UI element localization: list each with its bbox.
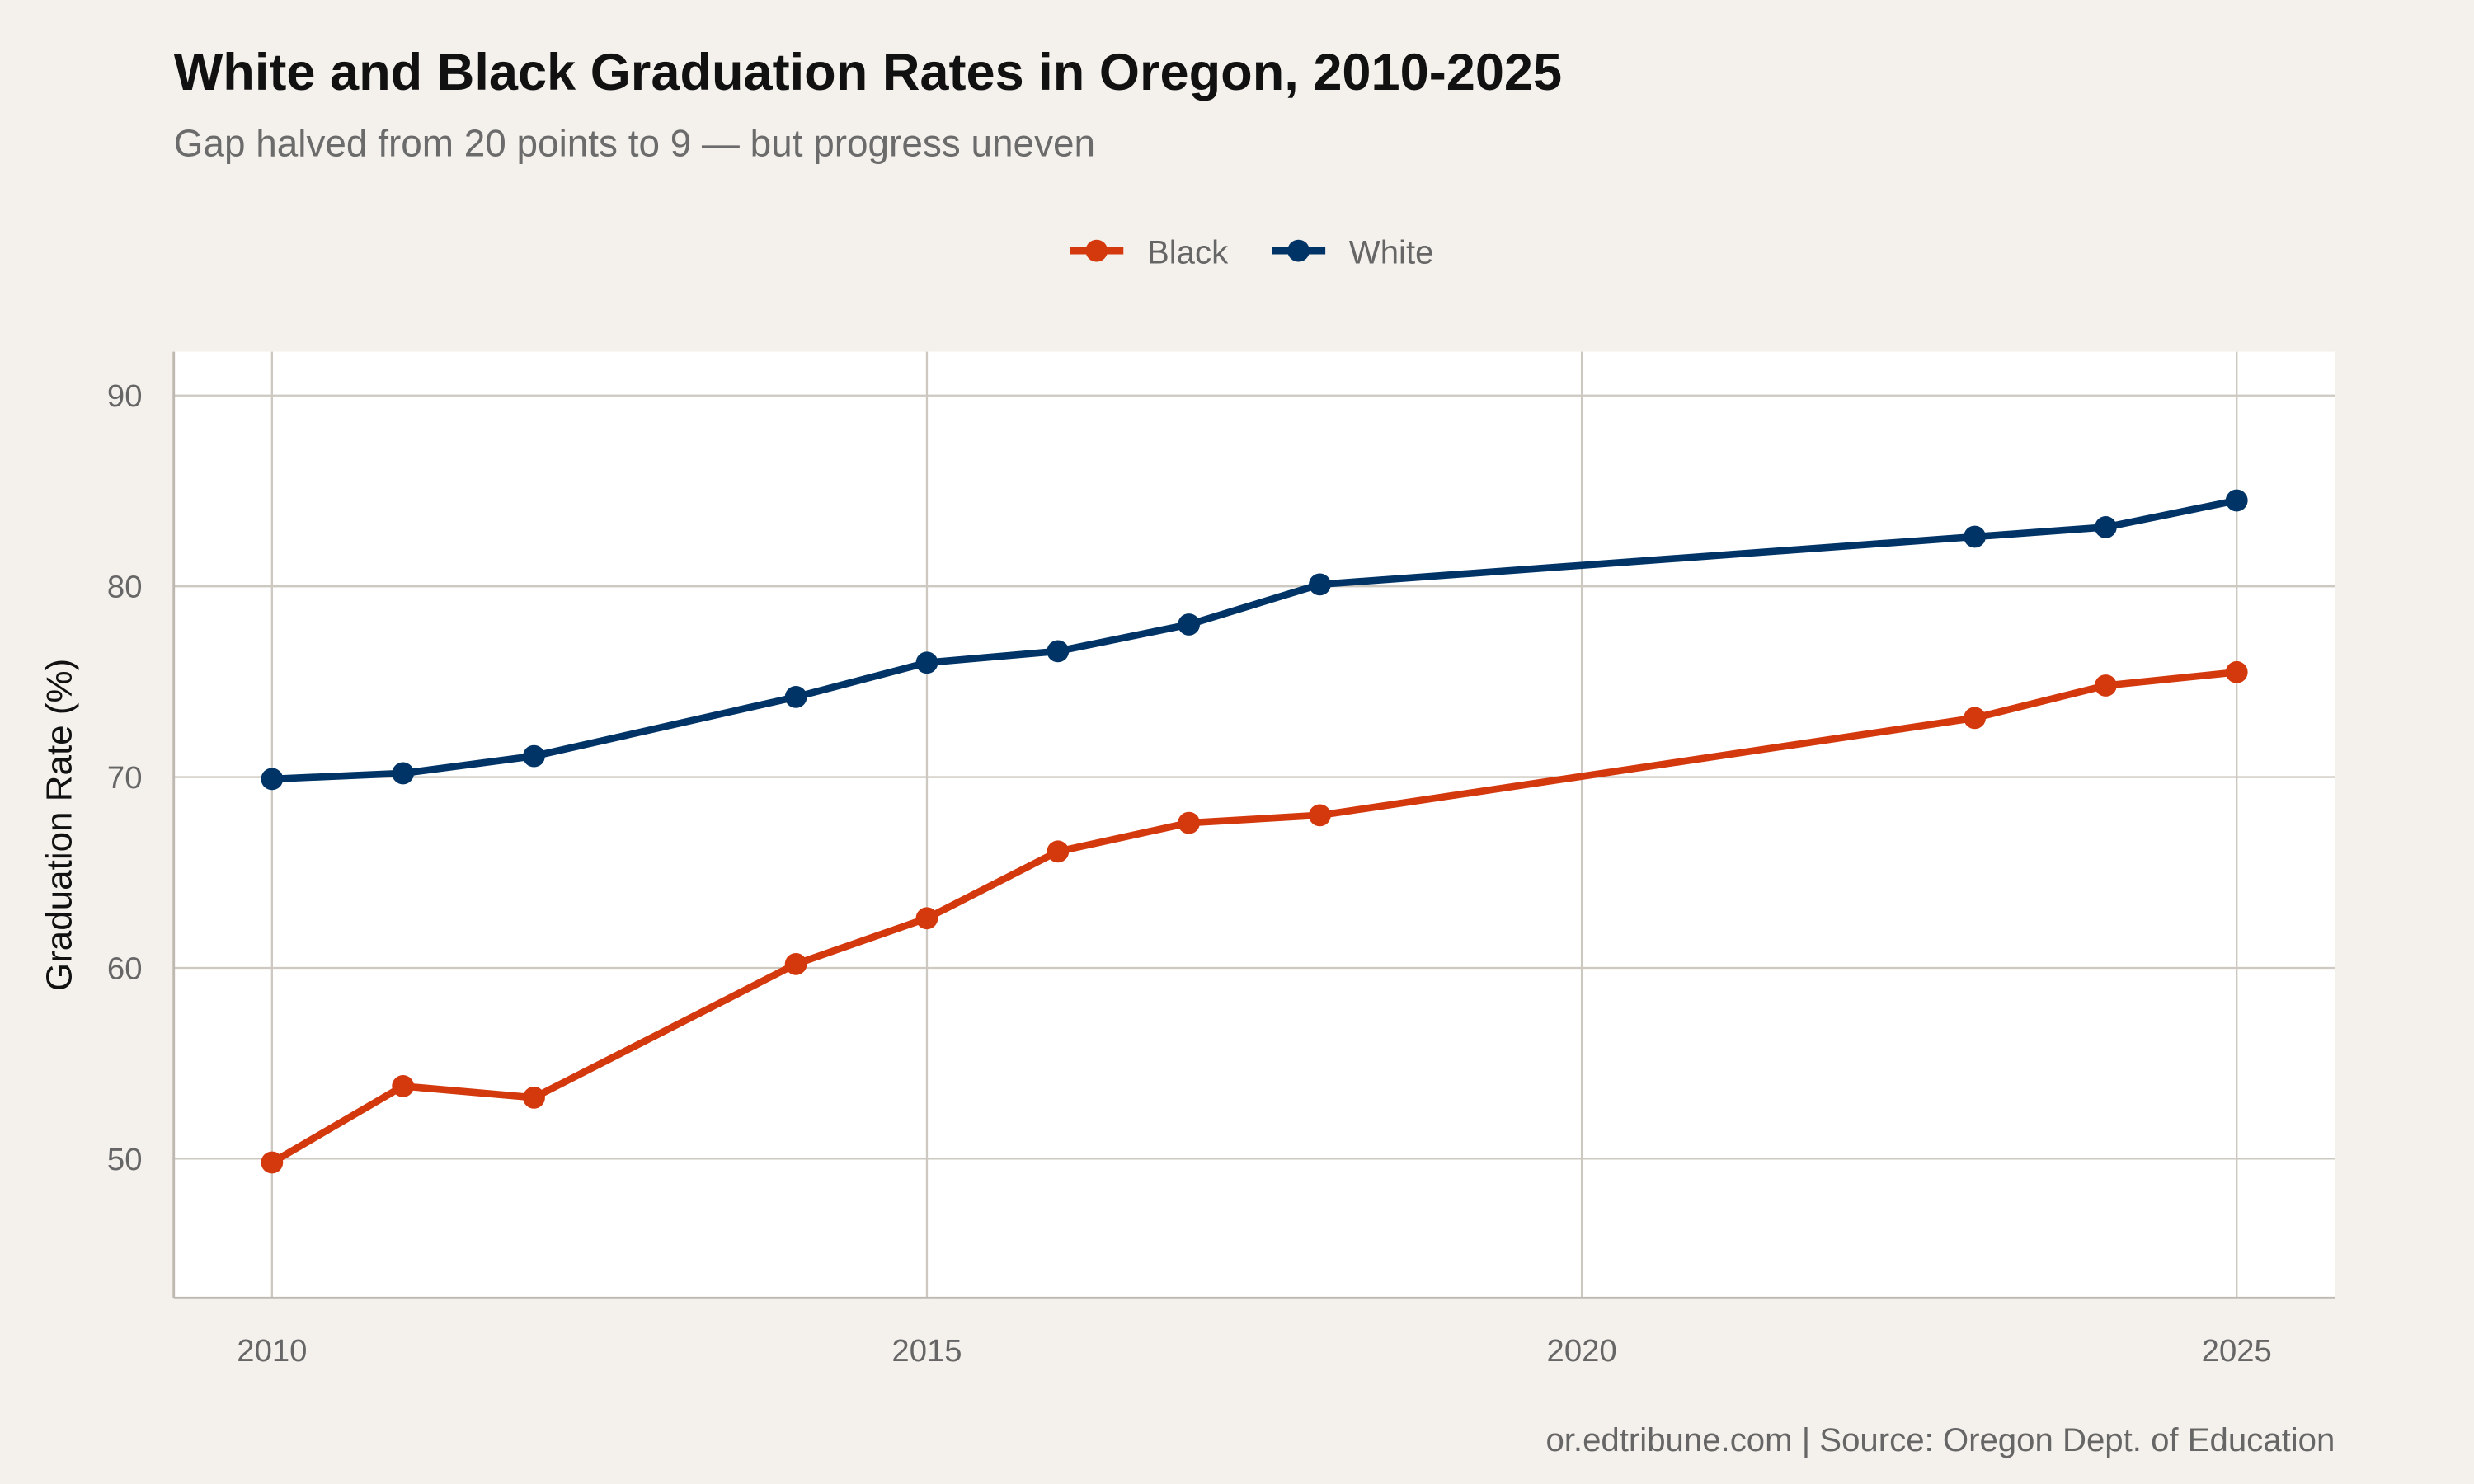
series-black — [261, 660, 2248, 1174]
y-axis-label: Graduation Rate (%) — [39, 659, 79, 991]
legend-item-black: Black — [1070, 233, 1229, 270]
data-point — [784, 686, 807, 708]
y-tick-label: 60 — [107, 951, 143, 986]
chart-subtitle: Gap halved from 20 points to 9 — but pro… — [174, 121, 1095, 164]
data-point — [392, 1075, 415, 1097]
data-point — [261, 768, 284, 791]
legend: Black White — [1070, 233, 1433, 270]
data-point — [2225, 660, 2248, 683]
series-group — [261, 489, 2248, 1174]
data-point — [523, 1086, 545, 1109]
data-point — [1047, 640, 1070, 663]
legend-swatch-point — [1287, 239, 1310, 262]
data-point — [1964, 525, 1986, 548]
plot-area — [173, 351, 2335, 1298]
chart-title: White and Black Graduation Rates in Oreg… — [174, 44, 1562, 101]
data-point — [2095, 516, 2117, 538]
y-tick-label: 70 — [107, 760, 143, 796]
legend-label: White — [1349, 233, 1434, 270]
y-tick-label: 90 — [107, 378, 143, 414]
data-point — [392, 762, 415, 785]
data-point — [1964, 707, 1986, 730]
legend-item-white: White — [1272, 233, 1433, 270]
x-tick-label: 2025 — [2202, 1333, 2272, 1369]
series-white — [261, 489, 2248, 791]
tick-labels: 50 60 70 80 90 2010 2015 2020 2025 — [107, 378, 2272, 1369]
data-point — [1178, 811, 1201, 834]
caption: or.edtribune.com | Source: Oregon Dept. … — [1545, 1421, 2335, 1458]
data-point — [1047, 840, 1070, 863]
gridlines — [173, 351, 2335, 1298]
data-point — [915, 907, 938, 930]
data-point — [784, 952, 807, 975]
y-tick-label: 80 — [107, 570, 143, 605]
x-tick-label: 2015 — [891, 1333, 962, 1369]
data-point — [523, 744, 545, 768]
data-point — [1309, 573, 1331, 596]
data-point — [2095, 674, 2117, 697]
data-point — [915, 651, 938, 674]
x-tick-label: 2010 — [237, 1333, 307, 1369]
data-point — [2225, 489, 2248, 512]
legend-swatch-point — [1085, 239, 1108, 262]
x-tick-label: 2020 — [1547, 1333, 1617, 1369]
data-point — [261, 1151, 284, 1174]
legend-label: Black — [1147, 233, 1229, 270]
data-point — [1309, 804, 1331, 827]
y-tick-label: 50 — [107, 1142, 143, 1177]
data-point — [1178, 613, 1201, 636]
